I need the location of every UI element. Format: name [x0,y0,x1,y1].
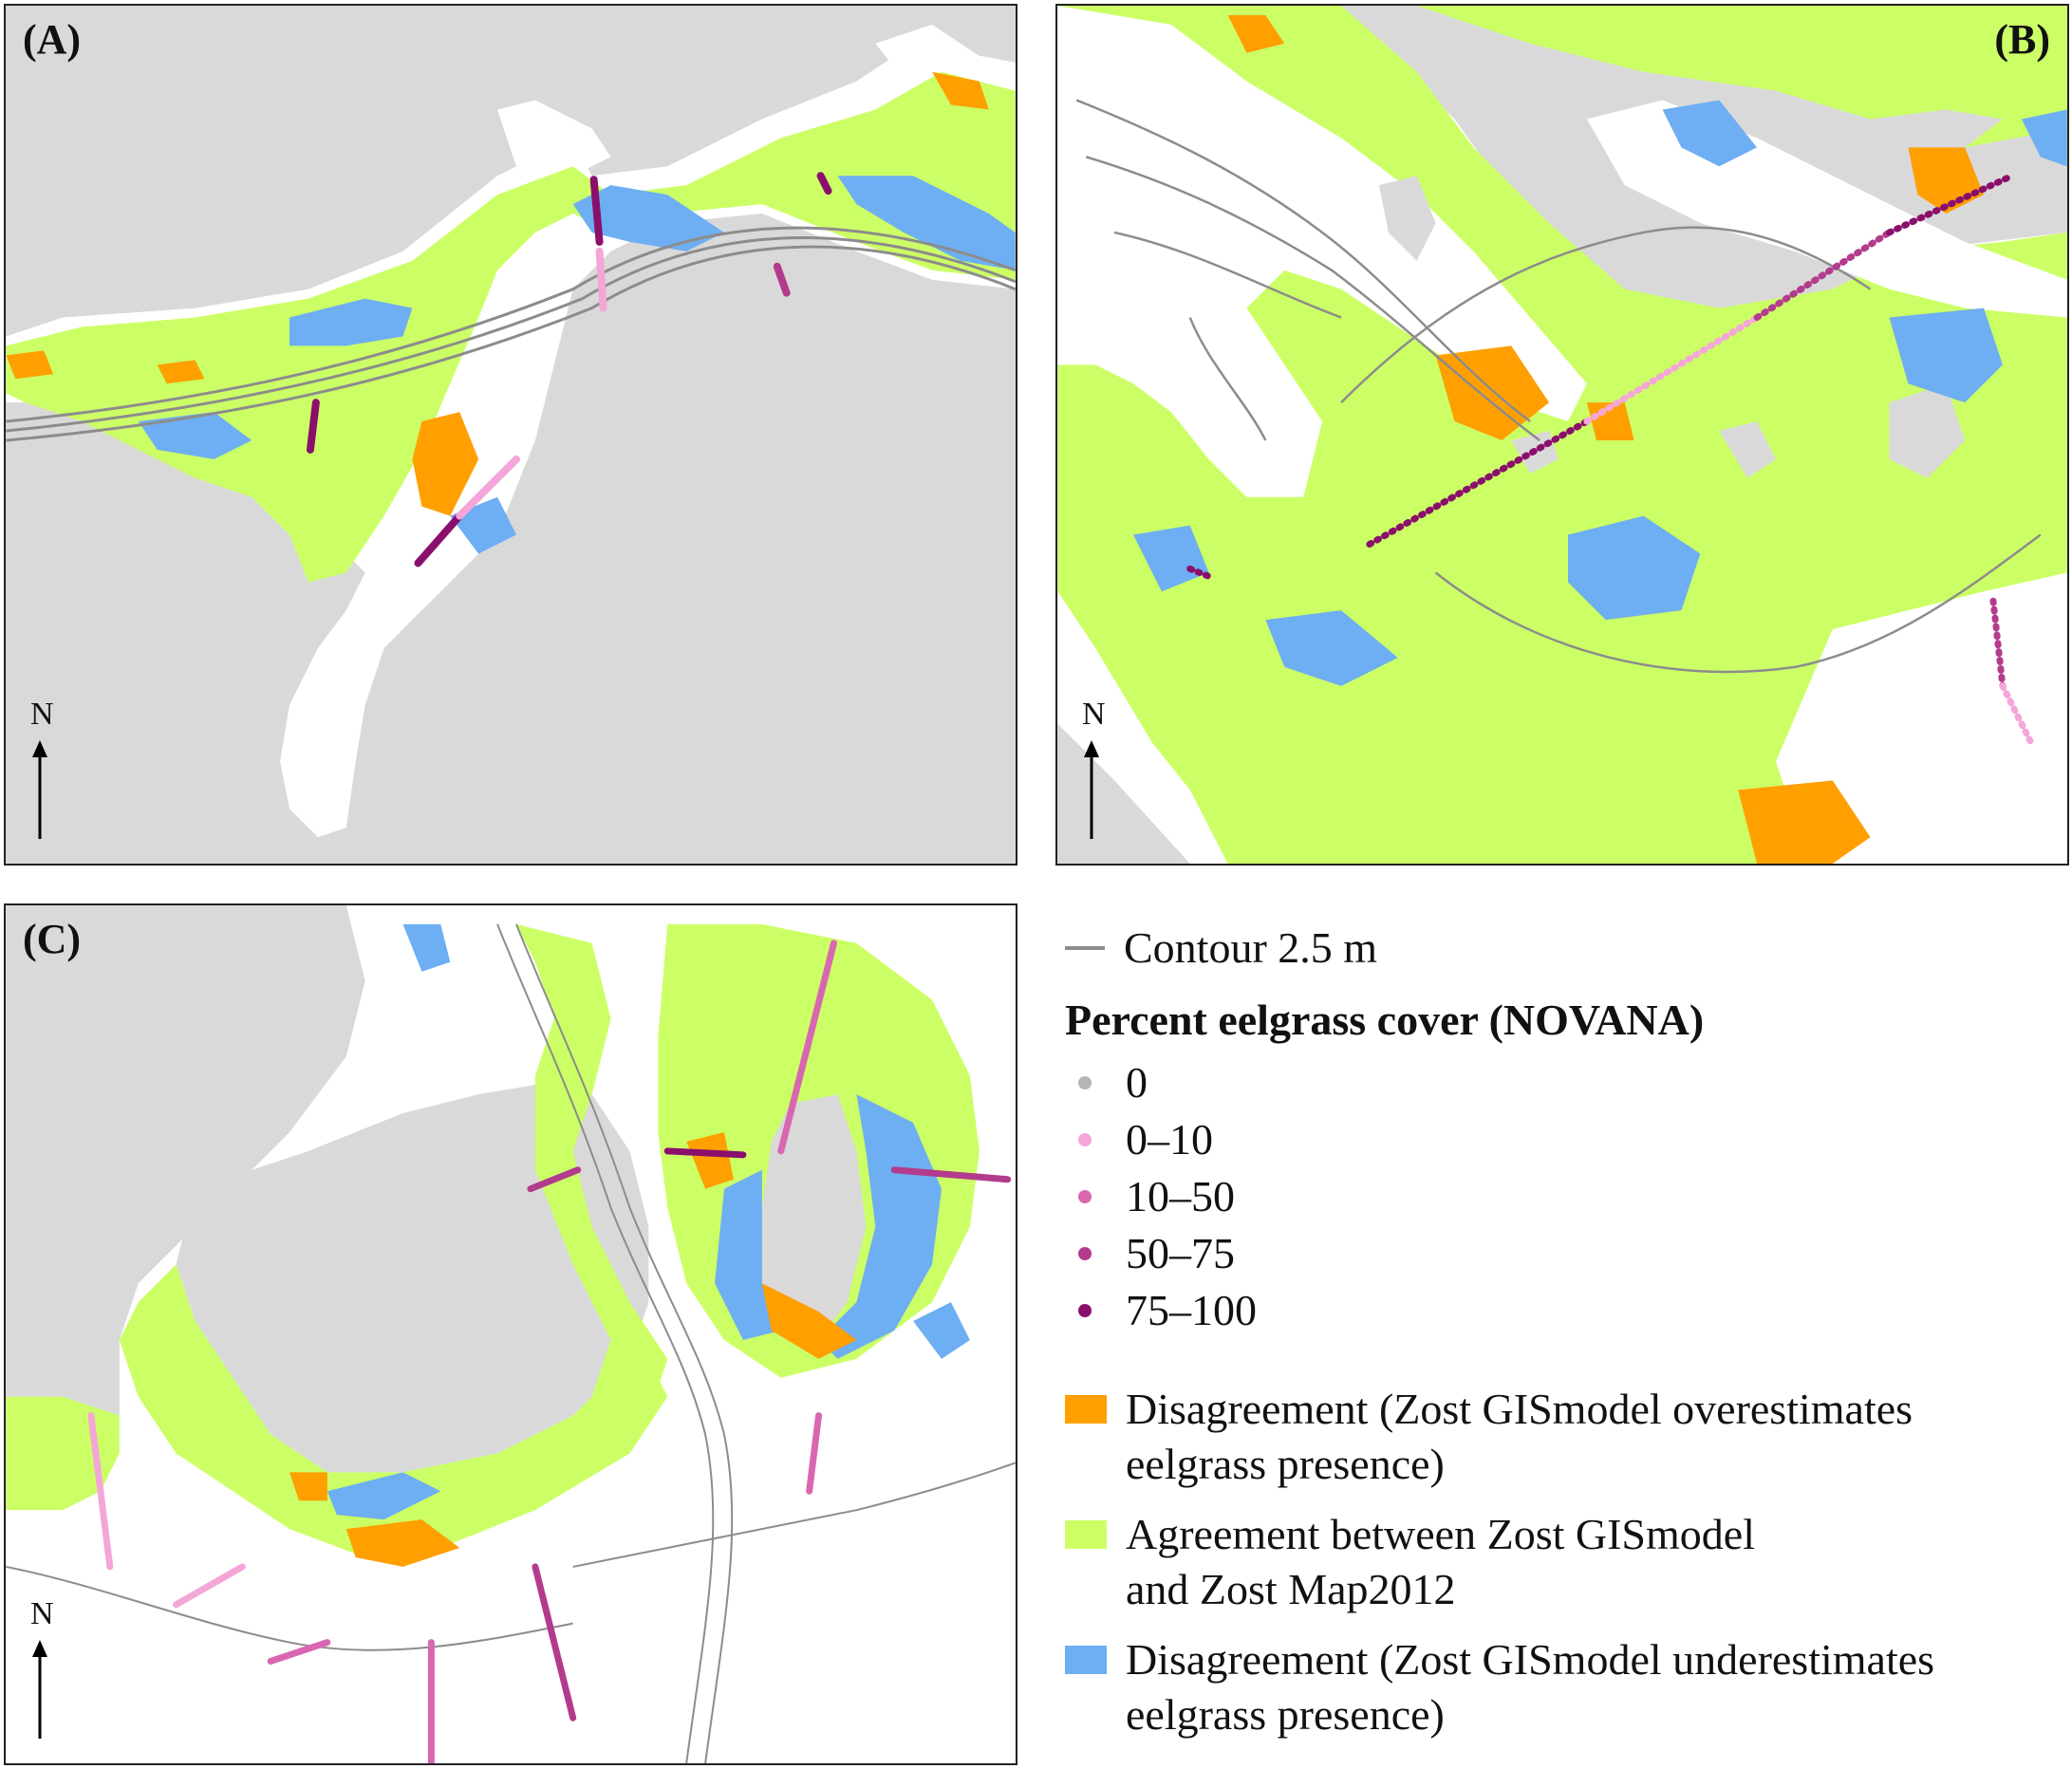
cover-dot-icon [1078,1132,1092,1146]
north-letter: N [30,1596,54,1631]
overestimate-zone [932,71,989,110]
north-arrow-icon [32,1640,47,1739]
eelgrass-transects [306,172,832,568]
map-b-canvas [1057,6,2067,864]
agreement-zone [119,1264,668,1557]
panel-label: (A) [23,16,82,63]
north-arrow-icon [1084,740,1099,839]
north-arrow: N [25,698,72,841]
underestimate-zone [1662,100,1758,167]
island [176,1085,649,1473]
legend-cover-label: 75–100 [1126,1286,1257,1334]
underestimate-zone [289,298,413,346]
panel-label: (C) [23,916,82,962]
island [1889,383,1966,478]
water-area [497,100,611,177]
legend-class-line1: Agreement between Zost GISmodel [1126,1510,1755,1558]
land-area [6,905,365,1435]
map-c-canvas [6,905,1016,1763]
legend-class-item: Disagreement (Zost GISmodel underestimat… [1065,1632,1934,1742]
underestimate-zone [1889,307,2003,403]
underestimate-zone [837,176,1016,270]
legend-class-line2: eelgrass presence) [1126,1690,1445,1739]
island [1378,176,1436,261]
panel-label: (B) [1994,16,2050,63]
island [1719,421,1777,478]
underestimate-swatch [1065,1646,1107,1674]
cover-dot-icon [1078,1189,1092,1203]
north-arrow: N [1076,698,1124,841]
overestimate-zone [289,1472,327,1501]
legend-cover-label: 0–10 [1126,1115,1213,1164]
cover-dot-icon [1078,1246,1092,1260]
underestimate-zone [138,412,252,459]
underestimate-zone [913,1302,970,1359]
water-area [6,43,1016,838]
eelgrass-transects [1186,172,2035,747]
deep-water [1776,572,2067,864]
north-letter: N [30,697,54,732]
underestimate-zone [2021,109,2067,167]
legend-class-item: Disagreement (Zost GISmodel overestimate… [1065,1382,1913,1492]
overestimate-zone [1738,780,1871,864]
contour-line-swatch [1065,945,1105,950]
overestimate-zone [1435,345,1550,440]
underestimate-zone [1567,515,1701,621]
agreement-zone [1416,6,2067,148]
overestimate-zone [345,1519,460,1567]
underestimate-zone [402,923,451,972]
depth-contours [6,226,1016,442]
legend-cover-item: 10–50 [1065,1171,1235,1221]
legend-cover-item: 75–100 [1065,1285,1257,1335]
map-a-canvas [6,6,1016,864]
legend-class-item: Agreement between Zost GISmodel and Zost… [1065,1507,1755,1617]
cover-dot-icon [1078,1075,1092,1089]
agreement-zone [515,923,668,1435]
overestimate-swatch [1065,1395,1107,1424]
legend-class-line1: Disagreement (Zost GISmodel overestimate… [1126,1385,1913,1433]
overestimate-zone [686,1131,734,1189]
underestimate-zone [1133,525,1209,592]
agreement-zone [6,71,1016,583]
legend-cover-item: 0–10 [1065,1114,1213,1164]
depth-contours [1075,99,2042,674]
legend-cover-label: 10–50 [1126,1172,1235,1220]
legend-cover-title: Percent eelgrass cover (NOVANA) [1065,996,1705,1044]
island [761,1094,867,1340]
legend-class-line2: and Zost Map2012 [1126,1565,1456,1613]
depth-contours [6,923,1016,1763]
deep-water [1057,6,1587,497]
north-arrow: N [25,1598,72,1741]
underestimate-zone [327,1472,441,1520]
north-letter: N [1082,697,1106,732]
legend-contour: Contour 2.5 m [1065,922,1377,973]
north-arrow-icon [32,740,47,839]
eelgrass-transects [87,940,1012,1763]
map-panel-b: (B) N [1055,4,2069,866]
legend-cover-item: 0 [1065,1057,1148,1108]
map-panel-c: (C) N [4,903,1017,1765]
overestimate-zone [157,360,205,384]
legend-cover-label: 0 [1126,1058,1148,1107]
cover-dot-icon [1078,1303,1092,1317]
map-legend: Contour 2.5 m Percent eelgrass cover (NO… [1065,903,2062,1765]
legend-contour-label: Contour 2.5 m [1124,923,1378,972]
agreement-swatch [1065,1520,1107,1549]
legend-cover-item: 50–75 [1065,1228,1235,1278]
underestimate-zone [715,1169,781,1340]
underestimate-zone [572,185,725,251]
overestimate-zone [412,412,479,516]
legend-class-line2: eelgrass presence) [1126,1440,1445,1488]
overestimate-zone [6,350,54,380]
overestimate-zone [1227,14,1285,53]
underestimate-zone [1265,610,1398,686]
legend-class-line1: Disagreement (Zost GISmodel underestimat… [1126,1635,1935,1684]
map-panel-a: (A) N [4,4,1017,866]
overestimate-zone [761,1283,857,1359]
legend-cover-label: 50–75 [1126,1229,1235,1277]
island [1870,109,2003,148]
underestimate-zone [818,1094,942,1359]
